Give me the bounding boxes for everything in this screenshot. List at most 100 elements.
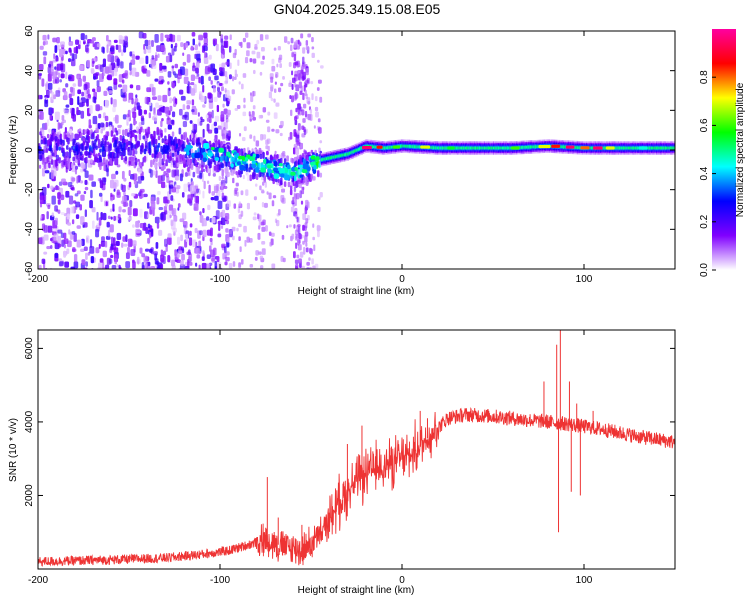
- spectrogram-ridge-cell: [246, 173, 250, 182]
- spectrogram-ridge-cell: [413, 145, 416, 149]
- spectrogram-speckle: [170, 195, 174, 201]
- spectrogram-ridge-cell: [142, 135, 145, 140]
- colorbar-ticks: 0.0 0.2 0.4 0.6 0.8: [699, 70, 716, 277]
- spectrogram-speckle: [290, 206, 295, 213]
- spectrogram-speckle: [77, 89, 82, 95]
- spectrogram-speckle: [317, 206, 321, 213]
- spectrogram-speckle: [265, 139, 269, 146]
- spectrogram-ridge-cell: [125, 139, 129, 148]
- spectrogram-speckle: [149, 169, 153, 178]
- spectrogram-speckle: [152, 96, 158, 100]
- spectrogram-ridge-cell: [561, 145, 563, 149]
- spectrogram-speckle: [132, 111, 137, 119]
- spectrogram-speckle: [112, 203, 115, 212]
- spectrogram-ridge-cell: [458, 146, 460, 150]
- spectrogram-speckle: [55, 90, 61, 97]
- spectrogram-speckle: [278, 87, 282, 93]
- spectrogram-ridge-cell: [227, 146, 231, 152]
- snr-x-tick-label: -100: [210, 575, 230, 586]
- spectrogram-speckle: [42, 51, 48, 56]
- spectrogram-ridge-cell: [650, 146, 653, 150]
- spectrogram-speckle: [295, 84, 300, 92]
- spectrogram-speckle: [217, 125, 222, 130]
- spectrogram-ridge-cell: [138, 132, 142, 141]
- spectrogram-ridge-cell: [294, 173, 297, 182]
- spectrogram-speckle: [294, 259, 299, 265]
- spectrogram-speckle: [44, 170, 50, 174]
- spectrogram-ridge-cell: [454, 146, 456, 150]
- spectrogram-hotspot: [420, 145, 431, 149]
- spectrogram-speckle: [109, 47, 115, 52]
- spectrogram-speckle: [109, 224, 114, 233]
- spectrogram-speckle: [305, 218, 309, 224]
- spectrogram-speckle: [110, 216, 113, 220]
- spectrogram-ridge-cell: [564, 145, 566, 149]
- spectrogram-speckle: [65, 190, 70, 198]
- spectrogram-ridge-cell: [476, 146, 478, 150]
- spectrogram-speckle: [163, 205, 168, 212]
- spectrogram-speckle: [258, 220, 261, 228]
- spectrogram-speckle: [242, 111, 247, 117]
- spectrogram-speckle: [217, 91, 221, 98]
- spectrogram-speckle: [139, 57, 145, 64]
- spectrogram-speckle: [234, 107, 239, 111]
- spectrogram-speckle: [132, 129, 137, 133]
- spectrogram-speckle: [244, 57, 249, 64]
- spectrogram-blob: [284, 174, 290, 181]
- spectrogram-speckle: [80, 194, 85, 201]
- spectrogram-speckle: [202, 84, 205, 93]
- spectrogram-ridge-cell: [496, 146, 498, 150]
- spectrogram-speckle: [193, 203, 199, 211]
- spectrogram-speckle: [41, 186, 47, 196]
- spectrogram-ridge-cell: [505, 146, 507, 150]
- spectrogram-ridge-cell: [232, 169, 236, 175]
- spectrogram-speckle: [113, 188, 116, 192]
- spectrogram-speckle: [177, 207, 180, 211]
- spectrogram-speckle: [66, 248, 70, 254]
- spectrogram-speckle: [238, 81, 241, 85]
- spectrogram-speckle: [210, 80, 213, 85]
- spectrogram-speckle: [156, 197, 160, 205]
- spectrogram-speckle: [221, 133, 225, 140]
- spectrogram-speckle: [124, 35, 128, 41]
- spectrogram-speckle: [111, 70, 115, 77]
- spectrogram-speckle: [73, 253, 78, 263]
- spectrogram-speckle: [223, 41, 228, 48]
- spectrogram-speckle: [92, 115, 98, 125]
- spectrogram-speckle: [243, 104, 246, 109]
- spectrogram-speckle: [302, 103, 307, 109]
- spectrogram-speckle: [182, 120, 188, 128]
- spectrogram-speckle: [90, 189, 93, 199]
- spectrogram-speckle: [129, 239, 133, 247]
- spectrogram-speckle: [248, 238, 253, 243]
- spectrogram-speckle: [312, 236, 315, 241]
- spectrogram-ridge-cell: [198, 142, 202, 149]
- spectrogram-speckle: [146, 70, 151, 77]
- spectrogram-speckle: [167, 87, 171, 97]
- spectrogram-ridge-cell: [536, 145, 538, 149]
- spectrogram-speckle: [168, 209, 173, 214]
- spectrogram-blob: [279, 168, 285, 174]
- spectrogram-speckle: [302, 224, 305, 231]
- spectrogram-speckle: [150, 266, 156, 269]
- spectrogram-speckle: [305, 242, 308, 247]
- spectrogram-ridge-cell: [276, 153, 279, 159]
- spectrogram-speckle: [111, 236, 114, 245]
- spectrogram-ridge-cell: [305, 177, 309, 182]
- spectrogram-ridge-cell: [95, 145, 98, 151]
- spectrogram-speckle: [162, 250, 167, 256]
- spectrogram-speckle: [261, 47, 265, 52]
- spectrogram-speckle: [249, 92, 253, 97]
- spectrogram-speckle: [258, 251, 262, 255]
- spectrogram-speckle: [57, 209, 61, 214]
- spectrogram-speckle: [259, 255, 264, 260]
- spectrogram-speckle: [320, 65, 324, 69]
- spectrogram-speckle: [252, 105, 256, 110]
- spectrogram-speckle: [292, 251, 296, 259]
- spectrogram-ridge-cell: [486, 146, 488, 150]
- spectrogram-speckle: [307, 33, 311, 38]
- spectrogram-speckle: [198, 91, 203, 98]
- spectrogram-speckle: [283, 36, 288, 43]
- spectrogram-ridge-cell: [310, 173, 314, 179]
- spectrogram-ridge-cell: [522, 146, 524, 149]
